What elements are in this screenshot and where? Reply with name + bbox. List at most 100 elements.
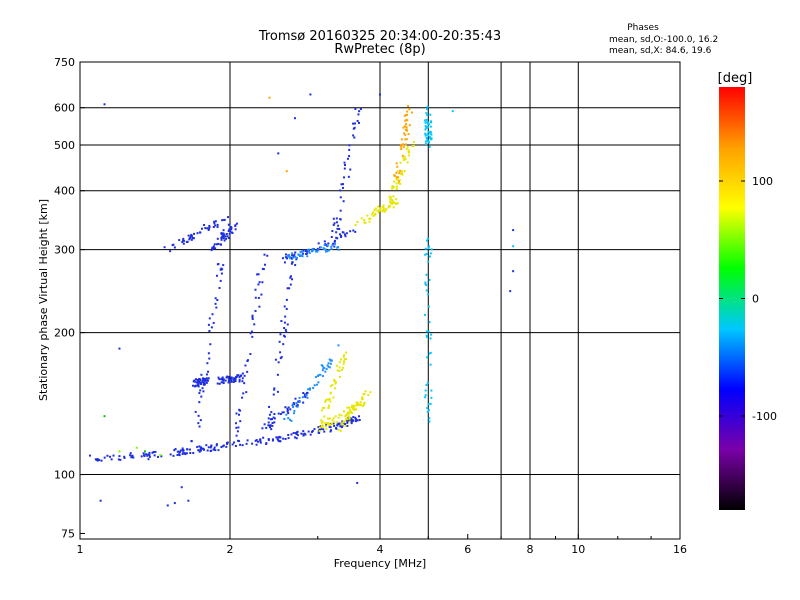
data-point <box>212 225 215 228</box>
data-point <box>223 239 226 242</box>
data-point <box>425 112 428 115</box>
data-point <box>321 409 324 412</box>
data-point <box>360 217 363 220</box>
data-point <box>169 250 172 253</box>
data-point <box>275 436 278 439</box>
data-point <box>213 220 216 223</box>
data-point <box>428 417 431 420</box>
data-point <box>310 430 313 433</box>
data-point <box>406 113 409 116</box>
data-point <box>396 170 399 173</box>
data-point <box>430 389 433 392</box>
data-point <box>227 381 230 384</box>
data-point <box>426 356 429 359</box>
data-point <box>207 377 210 380</box>
data-point <box>140 455 143 458</box>
data-point <box>293 409 296 412</box>
data-point <box>401 154 404 157</box>
data-point <box>425 384 428 387</box>
data-point <box>204 377 207 380</box>
data-point <box>271 424 274 427</box>
data-point <box>210 326 213 329</box>
data-point <box>199 231 202 234</box>
data-point <box>218 378 221 381</box>
data-point <box>222 229 225 232</box>
data-point <box>387 204 390 207</box>
data-point <box>396 165 399 168</box>
data-point <box>269 418 272 421</box>
data-point <box>345 417 348 420</box>
data-point <box>298 396 301 399</box>
data-point <box>214 224 217 227</box>
data-point <box>265 442 268 445</box>
data-point <box>352 419 355 422</box>
data-point <box>342 231 345 234</box>
data-point <box>285 170 288 173</box>
data-point <box>325 368 328 371</box>
data-point <box>293 436 296 439</box>
data-point <box>333 421 336 424</box>
data-point <box>352 229 355 232</box>
data-point <box>196 379 199 382</box>
data-point <box>326 244 329 247</box>
data-point <box>202 382 205 385</box>
data-point <box>400 145 403 148</box>
data-point <box>337 422 340 425</box>
x-axis-label: Frequency [MHz] <box>334 557 426 570</box>
data-point <box>349 230 352 233</box>
data-point <box>350 406 353 409</box>
data-point <box>118 450 121 453</box>
data-point <box>219 279 222 282</box>
data-point <box>327 417 330 420</box>
data-point <box>131 455 134 458</box>
data-point <box>103 103 106 106</box>
data-point <box>244 364 247 367</box>
data-point <box>328 417 331 420</box>
data-point <box>429 351 432 354</box>
data-point <box>328 404 331 407</box>
data-point <box>196 384 199 387</box>
data-point <box>351 407 354 410</box>
data-point <box>335 217 338 220</box>
data-point <box>339 425 342 428</box>
data-point <box>290 419 293 422</box>
data-point <box>230 228 233 231</box>
data-point <box>257 440 260 443</box>
data-point <box>429 402 432 405</box>
data-point <box>241 396 244 399</box>
data-point <box>354 408 357 411</box>
data-point <box>282 343 285 346</box>
data-point <box>340 358 343 361</box>
data-point <box>224 379 227 382</box>
data-point <box>332 396 335 399</box>
data-point <box>174 448 177 451</box>
data-point <box>429 131 432 134</box>
data-point <box>428 136 431 139</box>
data-point <box>220 272 223 275</box>
data-point <box>342 362 345 365</box>
data-point <box>222 378 225 381</box>
colorbar <box>719 87 745 510</box>
data-point <box>273 417 276 420</box>
data-point <box>318 428 321 431</box>
grid-lines <box>80 62 680 539</box>
y-tick-label: 500 <box>54 139 75 152</box>
data-point <box>227 236 230 239</box>
data-point <box>343 354 346 357</box>
data-point <box>402 143 405 146</box>
data-point <box>320 364 323 367</box>
data-point <box>302 249 305 252</box>
data-point <box>250 330 253 333</box>
data-point <box>235 434 238 437</box>
data-point <box>363 221 366 224</box>
data-point <box>343 176 346 179</box>
data-point <box>208 227 211 230</box>
data-point <box>424 282 427 285</box>
info-heading: Phases <box>627 23 659 33</box>
y-tick-label: 300 <box>54 244 75 257</box>
data-point <box>424 128 427 131</box>
data-point <box>390 198 393 201</box>
data-point <box>509 290 512 293</box>
data-point <box>254 296 257 299</box>
